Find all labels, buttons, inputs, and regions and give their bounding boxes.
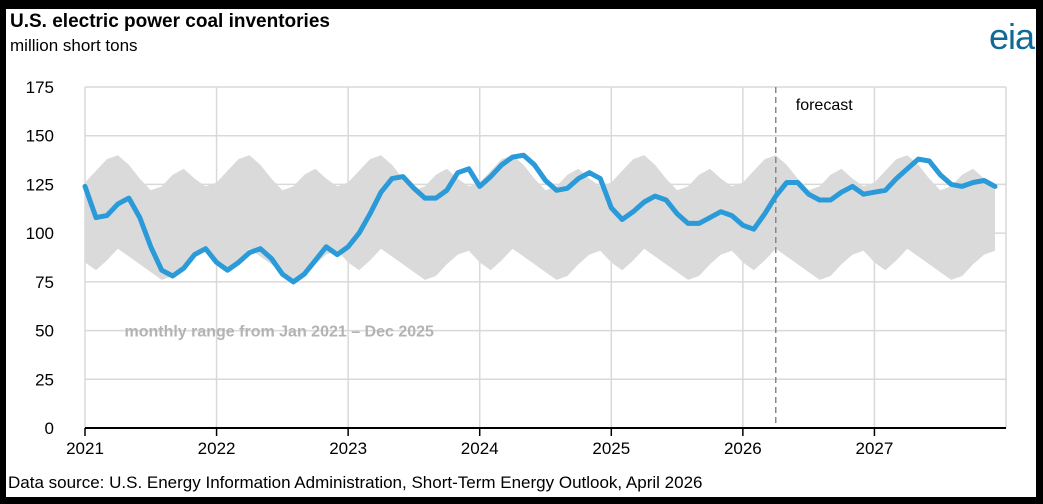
y-tick-label: 100 xyxy=(26,224,54,243)
x-tick-label: 2025 xyxy=(592,439,630,458)
series-line-coal-inventories xyxy=(82,152,998,285)
eia-logo: eia xyxy=(988,16,1035,57)
chart-title: U.S. electric power coal inventories xyxy=(10,11,330,32)
y-tick-label: 0 xyxy=(45,419,54,438)
chart-unit-label: million short tons xyxy=(10,36,138,55)
x-tick-label: 2023 xyxy=(329,439,367,458)
data-source-note: Data source: U.S. Energy Information Adm… xyxy=(8,473,703,492)
chart-frame: U.S. electric power coal inventories mil… xyxy=(6,9,1036,497)
x-tick-label: 2027 xyxy=(856,439,894,458)
line-chart: forecast monthly range from Jan 2021 – D… xyxy=(26,78,1007,458)
y-tick-label: 175 xyxy=(26,78,54,97)
y-tick-label: 150 xyxy=(26,127,54,146)
forecast-label: forecast xyxy=(796,97,853,114)
axes: 0 25 50 75 100 125 150 175 2021 2022 2023 2024 2025 2… xyxy=(26,78,1006,458)
y-tick-label: 50 xyxy=(35,322,54,341)
x-tick-label: 2024 xyxy=(461,439,499,458)
x-tick-label: 2021 xyxy=(66,439,104,458)
x-tick-label: 2026 xyxy=(724,439,762,458)
range-label: monthly range from Jan 2021 – Dec 2025 xyxy=(124,324,434,341)
y-tick-label: 125 xyxy=(26,175,54,194)
y-tick-label: 75 xyxy=(35,273,54,292)
y-tick-label: 25 xyxy=(35,370,54,389)
x-tick-label: 2022 xyxy=(198,439,236,458)
monthly-range-band xyxy=(85,155,995,280)
